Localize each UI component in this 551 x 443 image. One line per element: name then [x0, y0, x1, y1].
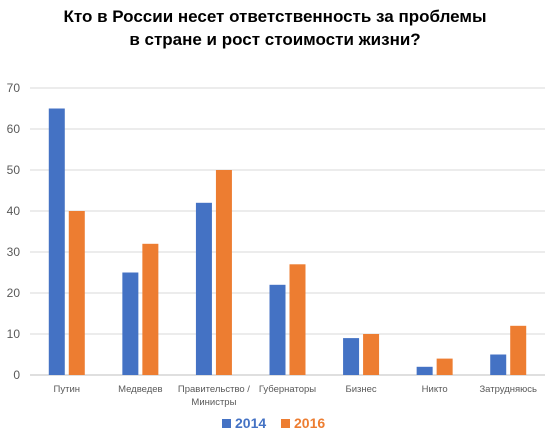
bar-2016-2 [215, 170, 232, 375]
chart-title: Кто в России несет ответственность за пр… [64, 7, 487, 49]
x-tick-label-0-0: Путин [54, 384, 80, 395]
bar-2016-5 [436, 358, 453, 375]
bar-2014-0 [48, 108, 65, 375]
x-tick-label-3-0: Губернаторы [259, 384, 316, 395]
bar-2014-5 [416, 366, 433, 375]
bar-2016-6 [510, 325, 527, 375]
bar-2014-3 [269, 284, 286, 375]
x-axis-labels: Путин Медведев Правительство / Министры Губе… [54, 384, 537, 408]
y-tick-label-0: 0 [13, 368, 20, 382]
x-tick-label-1-0: Медведев [118, 384, 163, 395]
bar-2014-6 [490, 354, 507, 375]
bars [48, 108, 527, 375]
y-tick-label-40: 40 [7, 204, 21, 218]
x-tick-label-6-0: Затрудняюсь [479, 384, 537, 395]
legend: 2014 2016 [222, 415, 325, 431]
y-tick-label-10: 10 [7, 327, 21, 341]
bar-2016-0 [68, 211, 85, 375]
bar-2014-4 [343, 338, 360, 375]
x-tick-label-5-0: Никто [422, 384, 448, 395]
legend-swatch-2014 [222, 419, 231, 428]
gridlines [30, 87, 545, 376]
chart-title-line-0: Кто в России несет ответственность за пр… [64, 7, 487, 26]
y-tick-label-30: 30 [7, 245, 21, 259]
legend-label-2016: 2016 [294, 415, 325, 431]
bar-2016-1 [142, 243, 159, 375]
y-tick-label-20: 20 [7, 286, 21, 300]
x-tick-label-2-0: Правительство / [178, 384, 250, 395]
bar-2016-4 [363, 334, 380, 375]
y-tick-label-60: 60 [7, 122, 21, 136]
bar-2014-2 [195, 202, 212, 375]
y-tick-label-50: 50 [7, 163, 21, 177]
legend-swatch-2016 [281, 419, 290, 428]
y-tick-label-70: 70 [7, 81, 21, 95]
bar-2016-3 [289, 264, 306, 375]
chart-title-line-1: в стране и рост стоимости жизни? [129, 30, 420, 49]
bar-2014-1 [122, 272, 139, 375]
x-tick-label-2-1: Министры [191, 397, 236, 408]
y-axis-ticks: 0 10 20 30 40 50 60 70 [7, 81, 21, 382]
x-tick-label-4-0: Бизнес [345, 384, 376, 395]
legend-label-2014: 2014 [235, 415, 266, 431]
